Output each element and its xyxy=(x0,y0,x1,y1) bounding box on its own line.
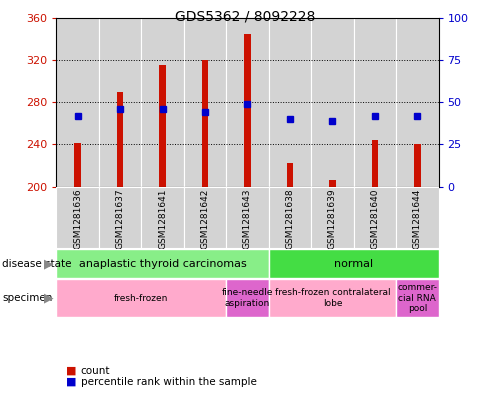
Bar xyxy=(184,18,226,187)
Bar xyxy=(184,187,226,248)
Text: percentile rank within the sample: percentile rank within the sample xyxy=(81,377,257,387)
Bar xyxy=(269,249,439,278)
Bar xyxy=(74,143,81,187)
Bar xyxy=(269,279,396,317)
Text: GSM1281638: GSM1281638 xyxy=(285,189,294,249)
Bar xyxy=(56,187,99,248)
Text: GSM1281639: GSM1281639 xyxy=(328,189,337,249)
Bar xyxy=(56,18,99,187)
Text: GSM1281644: GSM1281644 xyxy=(413,189,422,249)
Text: GSM1281640: GSM1281640 xyxy=(370,189,379,249)
Bar xyxy=(287,163,293,187)
Text: ▶: ▶ xyxy=(44,292,54,305)
Bar xyxy=(141,187,184,248)
Bar xyxy=(141,18,184,187)
Bar xyxy=(56,249,269,278)
Bar xyxy=(354,18,396,187)
Bar xyxy=(354,187,396,248)
Bar xyxy=(99,187,141,248)
Text: ■: ■ xyxy=(66,366,76,376)
Text: disease state: disease state xyxy=(2,259,72,268)
Text: fresh-frozen contralateral
lobe: fresh-frozen contralateral lobe xyxy=(274,288,390,308)
Text: normal: normal xyxy=(334,259,373,268)
Text: GSM1281643: GSM1281643 xyxy=(243,189,252,249)
Bar xyxy=(396,18,439,187)
Bar xyxy=(311,187,354,248)
Bar xyxy=(371,140,378,187)
Bar xyxy=(117,92,123,187)
Bar xyxy=(226,18,269,187)
Text: GDS5362 / 8092228: GDS5362 / 8092228 xyxy=(175,10,315,24)
Text: anaplastic thyroid carcinomas: anaplastic thyroid carcinomas xyxy=(78,259,246,268)
Text: ▶: ▶ xyxy=(44,257,54,270)
Bar xyxy=(99,18,141,187)
Text: fine-needle
aspiration: fine-needle aspiration xyxy=(221,288,273,308)
Text: count: count xyxy=(81,366,110,376)
Text: commer-
cial RNA
pool: commer- cial RNA pool xyxy=(397,283,437,313)
Text: GSM1281641: GSM1281641 xyxy=(158,189,167,249)
Bar xyxy=(269,187,311,248)
Bar xyxy=(226,279,269,317)
Text: fresh-frozen: fresh-frozen xyxy=(114,294,169,303)
Bar xyxy=(329,180,336,187)
Text: GSM1281637: GSM1281637 xyxy=(116,189,124,249)
Bar xyxy=(244,33,250,187)
Text: GSM1281642: GSM1281642 xyxy=(200,189,210,249)
Text: ■: ■ xyxy=(66,377,76,387)
Bar xyxy=(56,279,226,317)
Bar xyxy=(202,60,208,187)
Bar xyxy=(414,144,420,187)
Bar xyxy=(269,18,311,187)
Bar xyxy=(396,279,439,317)
Bar xyxy=(311,18,354,187)
Text: specimen: specimen xyxy=(2,293,53,303)
Bar xyxy=(396,187,439,248)
Text: GSM1281636: GSM1281636 xyxy=(73,189,82,249)
Bar xyxy=(159,65,166,187)
Bar xyxy=(226,187,269,248)
